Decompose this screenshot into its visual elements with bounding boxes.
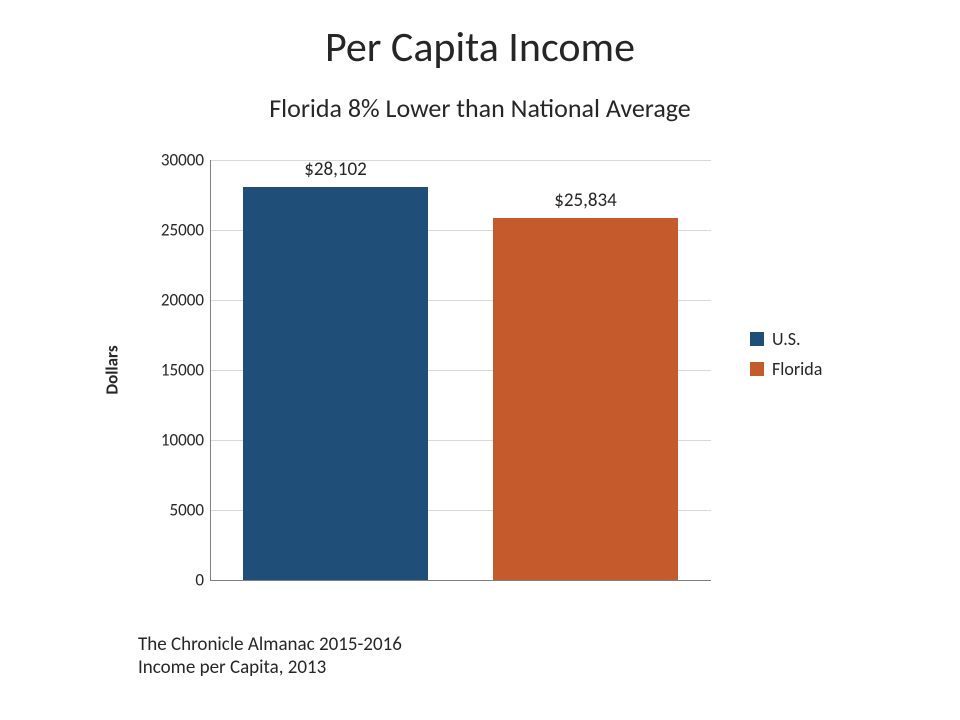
legend-label: Florida bbox=[772, 358, 822, 380]
y-tick-label: 30000 bbox=[104, 150, 204, 171]
page-title: Per Capita Income bbox=[0, 22, 960, 73]
bar-us bbox=[243, 187, 428, 580]
legend: U.S. Florida bbox=[750, 320, 900, 388]
plot-area: $28,102 $25,834 bbox=[210, 160, 711, 581]
chart-subtitle: Florida 8% Lower than National Average bbox=[0, 92, 960, 124]
y-tick-label: 20000 bbox=[104, 290, 204, 311]
bar-chart: Dollars 0 5000 10000 15000 20000 25000 3… bbox=[100, 140, 880, 610]
source-line: The Chronicle Almanac 2015-2016 bbox=[138, 633, 402, 657]
y-axis-labels: 0 5000 10000 15000 20000 25000 30000 bbox=[100, 160, 204, 580]
y-tick-label: 25000 bbox=[104, 220, 204, 241]
y-tick-label: 10000 bbox=[104, 430, 204, 451]
bar-label-florida: $25,834 bbox=[493, 189, 678, 212]
y-tick-label: 5000 bbox=[104, 500, 204, 521]
bar-label-us: $28,102 bbox=[243, 158, 428, 181]
page: Per Capita Income Florida 8% Lower than … bbox=[0, 0, 960, 720]
bar-florida bbox=[493, 218, 678, 580]
legend-swatch-us bbox=[750, 332, 764, 346]
y-tick-label: 0 bbox=[104, 570, 204, 591]
legend-item-florida: Florida bbox=[750, 358, 900, 380]
legend-label: U.S. bbox=[772, 328, 801, 350]
source-line: Income per Capita, 2013 bbox=[138, 656, 402, 680]
legend-swatch-florida bbox=[750, 362, 764, 376]
y-tick-label: 15000 bbox=[104, 360, 204, 381]
source-text: The Chronicle Almanac 2015-2016 Income p… bbox=[138, 633, 402, 681]
legend-item-us: U.S. bbox=[750, 328, 900, 350]
